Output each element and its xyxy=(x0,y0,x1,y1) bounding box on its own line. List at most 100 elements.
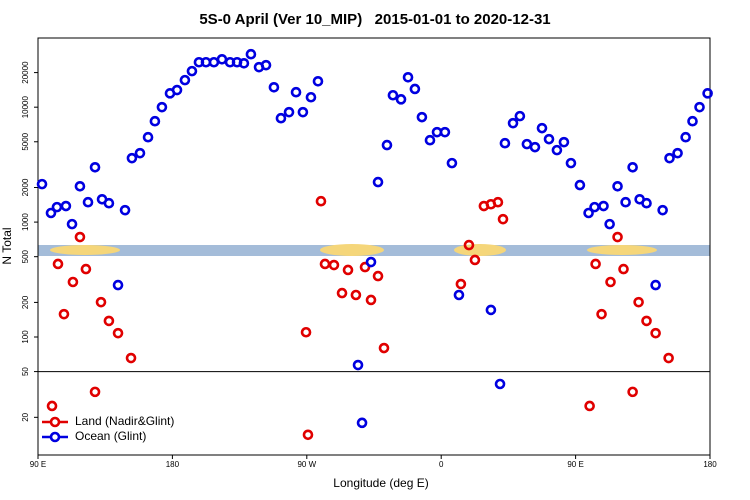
point xyxy=(134,147,146,159)
land-shape xyxy=(454,244,506,256)
point xyxy=(485,304,497,316)
point xyxy=(60,200,72,212)
point xyxy=(680,131,691,143)
y-tick-label: 1000 xyxy=(21,213,30,231)
legend-label: Land (Nadir&Glint) xyxy=(75,414,174,428)
point xyxy=(650,279,661,291)
x-tick-label: 0 xyxy=(439,460,444,469)
y-tick-label: 200 xyxy=(21,295,30,309)
point xyxy=(290,86,302,98)
point xyxy=(584,400,595,412)
point xyxy=(359,261,371,273)
point xyxy=(551,144,563,156)
point xyxy=(112,279,124,291)
point xyxy=(89,386,101,398)
point xyxy=(612,180,623,192)
point xyxy=(245,48,257,60)
point xyxy=(409,83,421,95)
y-tick-label: 5000 xyxy=(21,132,30,150)
point xyxy=(300,326,312,338)
point xyxy=(89,161,101,173)
land-shape xyxy=(320,244,384,256)
point xyxy=(612,231,623,243)
point xyxy=(342,264,354,276)
y-tick-label: 20 xyxy=(21,412,30,421)
point xyxy=(536,122,548,134)
point xyxy=(627,161,638,173)
x-tick-label: 90 E xyxy=(30,460,46,469)
point xyxy=(156,101,168,113)
point xyxy=(356,417,368,429)
y-axis-label: N Total xyxy=(0,227,14,264)
x-axis-label: Longitude (deg E) xyxy=(333,476,428,490)
point xyxy=(36,178,48,190)
point xyxy=(103,315,115,327)
point xyxy=(51,201,63,213)
point xyxy=(507,117,519,129)
point xyxy=(453,289,465,301)
point xyxy=(149,115,161,127)
land-band xyxy=(38,244,710,256)
land-shape xyxy=(50,245,120,255)
point xyxy=(74,180,86,192)
point xyxy=(618,263,629,275)
x-tick-label: 90 W xyxy=(297,460,316,469)
point xyxy=(596,308,607,320)
point xyxy=(604,218,615,230)
point xyxy=(381,139,393,151)
point xyxy=(352,359,364,371)
point xyxy=(275,112,287,124)
point xyxy=(74,231,86,243)
point xyxy=(378,342,390,354)
point xyxy=(402,71,414,83)
point xyxy=(179,74,191,86)
point xyxy=(641,315,652,327)
point xyxy=(365,256,377,268)
point xyxy=(424,134,436,146)
point xyxy=(125,352,137,364)
point xyxy=(260,59,272,71)
chart-title: 5S-0 April (Ver 10_MIP) 2015-01-01 to 20… xyxy=(199,11,550,28)
point xyxy=(439,126,451,138)
point xyxy=(463,239,475,251)
legend-marker xyxy=(49,416,61,428)
legend-marker xyxy=(49,431,61,443)
point xyxy=(687,115,698,127)
point xyxy=(499,137,511,149)
point xyxy=(238,57,250,69)
point xyxy=(328,259,340,271)
y-tick-label: 20000 xyxy=(21,61,30,84)
point xyxy=(46,400,58,412)
point xyxy=(641,197,652,209)
point xyxy=(142,131,154,143)
point xyxy=(315,195,327,207)
point xyxy=(103,197,115,209)
point xyxy=(672,147,683,159)
point xyxy=(492,196,504,208)
point xyxy=(58,308,70,320)
point xyxy=(302,429,314,441)
point xyxy=(52,258,64,270)
point xyxy=(119,204,131,216)
point xyxy=(694,101,705,113)
plot-frame xyxy=(37,37,711,456)
point xyxy=(469,254,481,266)
point xyxy=(112,327,124,339)
point xyxy=(574,179,586,191)
point xyxy=(650,327,661,339)
series xyxy=(46,195,674,441)
point xyxy=(657,204,668,216)
point xyxy=(543,133,555,145)
point xyxy=(446,157,458,169)
x-tick-label: 180 xyxy=(166,460,180,469)
point xyxy=(558,136,570,148)
point xyxy=(497,213,509,225)
point xyxy=(126,152,138,164)
y-tick-label: 10000 xyxy=(21,96,30,119)
point xyxy=(664,152,675,164)
point xyxy=(66,218,78,230)
point xyxy=(416,111,428,123)
point xyxy=(350,289,362,301)
y-tick-label: 50 xyxy=(21,367,30,376)
